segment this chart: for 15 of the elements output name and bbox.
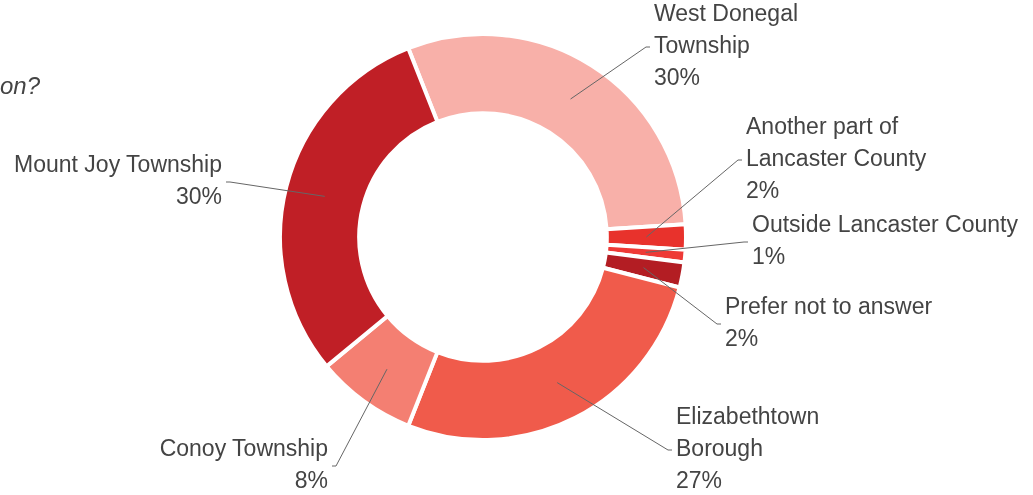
data-label: 30% <box>175 183 222 210</box>
slice-label: West Donegal Township <box>654 0 799 59</box>
text: on? <box>0 72 41 100</box>
data-label: 2% <box>746 177 780 204</box>
slice-label: Another part of Lancaster County <box>746 113 927 172</box>
slice-label: Outside Lancaster County <box>752 211 1019 238</box>
slice-label: Prefer not to answer <box>725 293 933 320</box>
data-label: 27% <box>676 467 723 494</box>
slice-label: Mount Joy Township <box>14 151 222 178</box>
slice-label: Conoy Township <box>159 435 328 462</box>
data-label: 2% <box>725 325 759 352</box>
data-label: 30% <box>654 64 701 91</box>
data-label: 8% <box>294 467 328 494</box>
slice-label: Elizabethtown Borough <box>676 403 820 462</box>
data-label: 1% <box>752 243 786 270</box>
